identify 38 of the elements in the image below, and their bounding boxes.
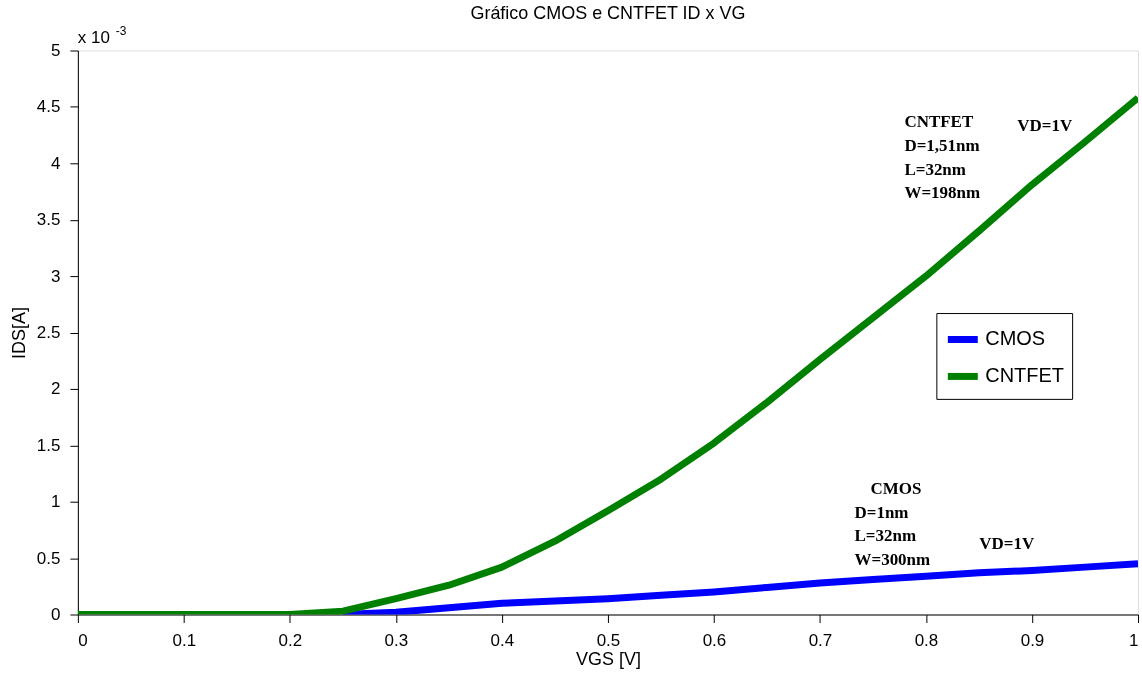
- annotation: VD=1V: [979, 533, 1035, 553]
- x-tick-label: 0.9: [1020, 630, 1045, 650]
- legend-label: CNTFET: [985, 364, 1064, 387]
- annotation: D=1,51nm: [904, 136, 980, 156]
- y-axis-title: IDS[A]: [8, 307, 29, 359]
- x-tick-label: 0.4: [490, 630, 515, 650]
- y-tick-label: 4.5: [36, 97, 61, 117]
- y-tick-label: 5: [50, 40, 61, 60]
- x-tick-label: 0.5: [596, 630, 621, 650]
- legend-label: CMOS: [985, 327, 1046, 350]
- y-tick-label: 4: [50, 153, 61, 173]
- annotation: D=1nm: [854, 502, 909, 522]
- x-tick-label: 0.6: [702, 630, 727, 650]
- y-tick-label: 2.5: [36, 323, 61, 342]
- annotation: W=198nm: [904, 183, 981, 203]
- chart-title: Gráfico CMOS e CNTFET ID x VG: [470, 2, 746, 23]
- x-tick-label: 1: [1129, 630, 1139, 650]
- x-tick-label: 0.2: [278, 630, 303, 650]
- x-axis-title: VGS [V]: [576, 648, 641, 669]
- y-tick-label: 1: [50, 492, 61, 512]
- annotation: L=32nm: [904, 160, 966, 180]
- x-tick-label: 0.1: [172, 630, 197, 650]
- x-tick-label: 0.3: [384, 630, 409, 650]
- y-tick-label: 1.5: [36, 435, 61, 455]
- annotation: L=32nm: [854, 525, 917, 545]
- annotation: CMOS: [870, 478, 922, 498]
- x-tick-label: 0.7: [808, 630, 833, 650]
- annotation: VD=1V: [1017, 116, 1073, 136]
- annotation: CNTFET: [904, 112, 974, 132]
- y-tick-label: 3.5: [36, 210, 61, 230]
- annotation: W=300nm: [854, 549, 931, 569]
- text: x 10-3: [77, 23, 127, 47]
- y-tick-label: 0.5: [36, 548, 61, 568]
- x-tick-label: 0: [78, 630, 88, 650]
- y-tick-label: 3: [50, 266, 61, 286]
- y-tick-label: 2: [50, 379, 61, 399]
- y-tick-label: 0: [50, 605, 61, 624]
- x-tick-label: 0.8: [914, 630, 939, 650]
